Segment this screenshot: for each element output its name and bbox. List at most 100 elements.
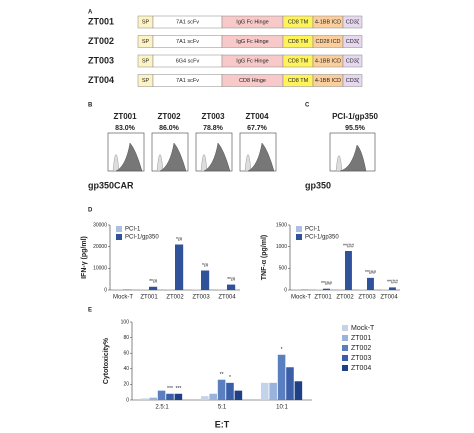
flow-title: ZT004: [245, 112, 269, 121]
flow-title: PCI-1/gp350: [332, 112, 378, 121]
flow-title: ZT002: [157, 112, 181, 121]
x-tick-label: ZT003: [192, 295, 210, 301]
legend-swatch: [342, 355, 348, 361]
legend-label: PCI-1: [305, 227, 321, 233]
bar: [175, 244, 184, 290]
legend-swatch: [342, 345, 348, 351]
segment-label: CD8 Hinge: [239, 78, 266, 84]
segment-label: SP: [142, 19, 150, 25]
bar: [234, 390, 243, 400]
bar: [166, 393, 174, 400]
significance-label: */#: [202, 263, 208, 269]
significance-label: **/##: [365, 270, 376, 276]
bar: [226, 382, 234, 400]
x-tick-label: ZT001: [314, 295, 332, 301]
flow-sample: [159, 142, 187, 172]
x-tick-label: Mock-T: [291, 295, 311, 301]
construct-segment: [342, 54, 363, 68]
y-tick-label: 10000: [93, 266, 107, 272]
y-axis-label: Cytotoxicity%: [103, 337, 110, 384]
bar: [227, 284, 236, 290]
flow-percent: 78.8%: [203, 125, 224, 132]
bar: [157, 390, 166, 400]
significance-label: *: [229, 375, 231, 381]
x-tick-label: 5:1: [218, 405, 227, 411]
legend-swatch: [342, 335, 348, 341]
legend-label: PCI-1: [125, 227, 141, 233]
segment-label: 7A1 scFv: [176, 19, 199, 25]
legend-swatch: [296, 226, 302, 232]
x-tick-label: ZT003: [358, 295, 376, 301]
segment-label: CD8 TM: [288, 19, 309, 25]
segment-label: CD3ζ: [346, 78, 360, 84]
bar: [149, 397, 157, 400]
x-tick-label: ZT004: [380, 295, 398, 301]
segment-label: 4-1BB ICD: [315, 58, 341, 64]
panel-letter: E: [88, 308, 92, 314]
y-tick-label: 0: [284, 287, 287, 293]
segment-label: IgG Fc Hinge: [236, 19, 268, 25]
significance-label: **/##: [343, 243, 354, 249]
segment-label: 4-1BB ICD: [315, 78, 341, 84]
construct-name: ZT001: [88, 16, 114, 26]
segment-label: CD8 TM: [288, 78, 309, 84]
y-tick-label: 0: [126, 397, 129, 403]
panel-letter: B: [88, 103, 93, 109]
y-tick-label: 500: [279, 266, 288, 272]
flow-percent: 67.7%: [247, 125, 268, 132]
segment-label: SP: [142, 78, 150, 84]
significance-label: **: [220, 372, 224, 378]
segment-label: 4-1BB ICD: [315, 19, 341, 25]
y-tick-label: 20: [123, 382, 129, 388]
significance-label: */#: [176, 237, 182, 243]
bar: [149, 286, 158, 290]
legend-swatch: [296, 234, 302, 240]
segment-label: 6G4 scFv: [176, 58, 200, 64]
flow-control: [154, 154, 164, 172]
segment-label: CD3ζ: [346, 19, 360, 25]
y-tick-label: 80: [123, 335, 129, 341]
bar: [367, 277, 374, 290]
construct-segment: [342, 74, 363, 87]
bar: [174, 393, 183, 400]
y-tick-label: 100: [121, 319, 130, 325]
y-tick-label: 40: [123, 366, 129, 372]
construct-segment: [342, 15, 363, 29]
flow-percent: 86.0%: [159, 125, 180, 132]
construct-name: ZT004: [88, 75, 114, 85]
bar: [269, 382, 277, 400]
y-tick-label: 30000: [93, 222, 107, 228]
x-tick-label: ZT002: [336, 295, 354, 301]
legend-label: Mock-T: [351, 325, 375, 332]
y-tick-label: 0: [104, 287, 107, 293]
bar: [323, 288, 330, 290]
significance-label: *: [281, 347, 283, 353]
segment-label: CD8 TM: [288, 58, 309, 64]
panel-letter: C: [305, 103, 310, 109]
segment-label: IgG Fc Hinge: [236, 58, 268, 64]
bar: [217, 379, 226, 400]
y-axis-label: IFN-γ (pg/ml): [81, 236, 88, 279]
segment-label: CD8 TM: [288, 39, 309, 45]
flow-control: [242, 154, 252, 172]
significance-label: **/#: [149, 279, 157, 285]
axis-label: gp350: [305, 180, 331, 190]
significance-label: ***: [167, 386, 173, 392]
legend-swatch: [116, 234, 122, 240]
bar: [201, 270, 210, 290]
x-axis-label: E:T: [215, 419, 230, 429]
bar: [286, 367, 294, 400]
segment-label: CD3ζ: [346, 58, 360, 64]
flow-control: [198, 154, 208, 172]
bar: [261, 382, 269, 400]
y-tick-label: 1500: [276, 222, 287, 228]
significance-label: ***: [175, 386, 181, 392]
segment-label: SP: [142, 39, 150, 45]
flow-title: ZT003: [201, 112, 225, 121]
legend-swatch: [342, 325, 348, 331]
x-tick-label: 2.5:1: [155, 405, 169, 411]
flow-control: [110, 154, 120, 172]
flow-percent: 95.5%: [345, 125, 366, 132]
panel-letter: D: [88, 208, 93, 214]
